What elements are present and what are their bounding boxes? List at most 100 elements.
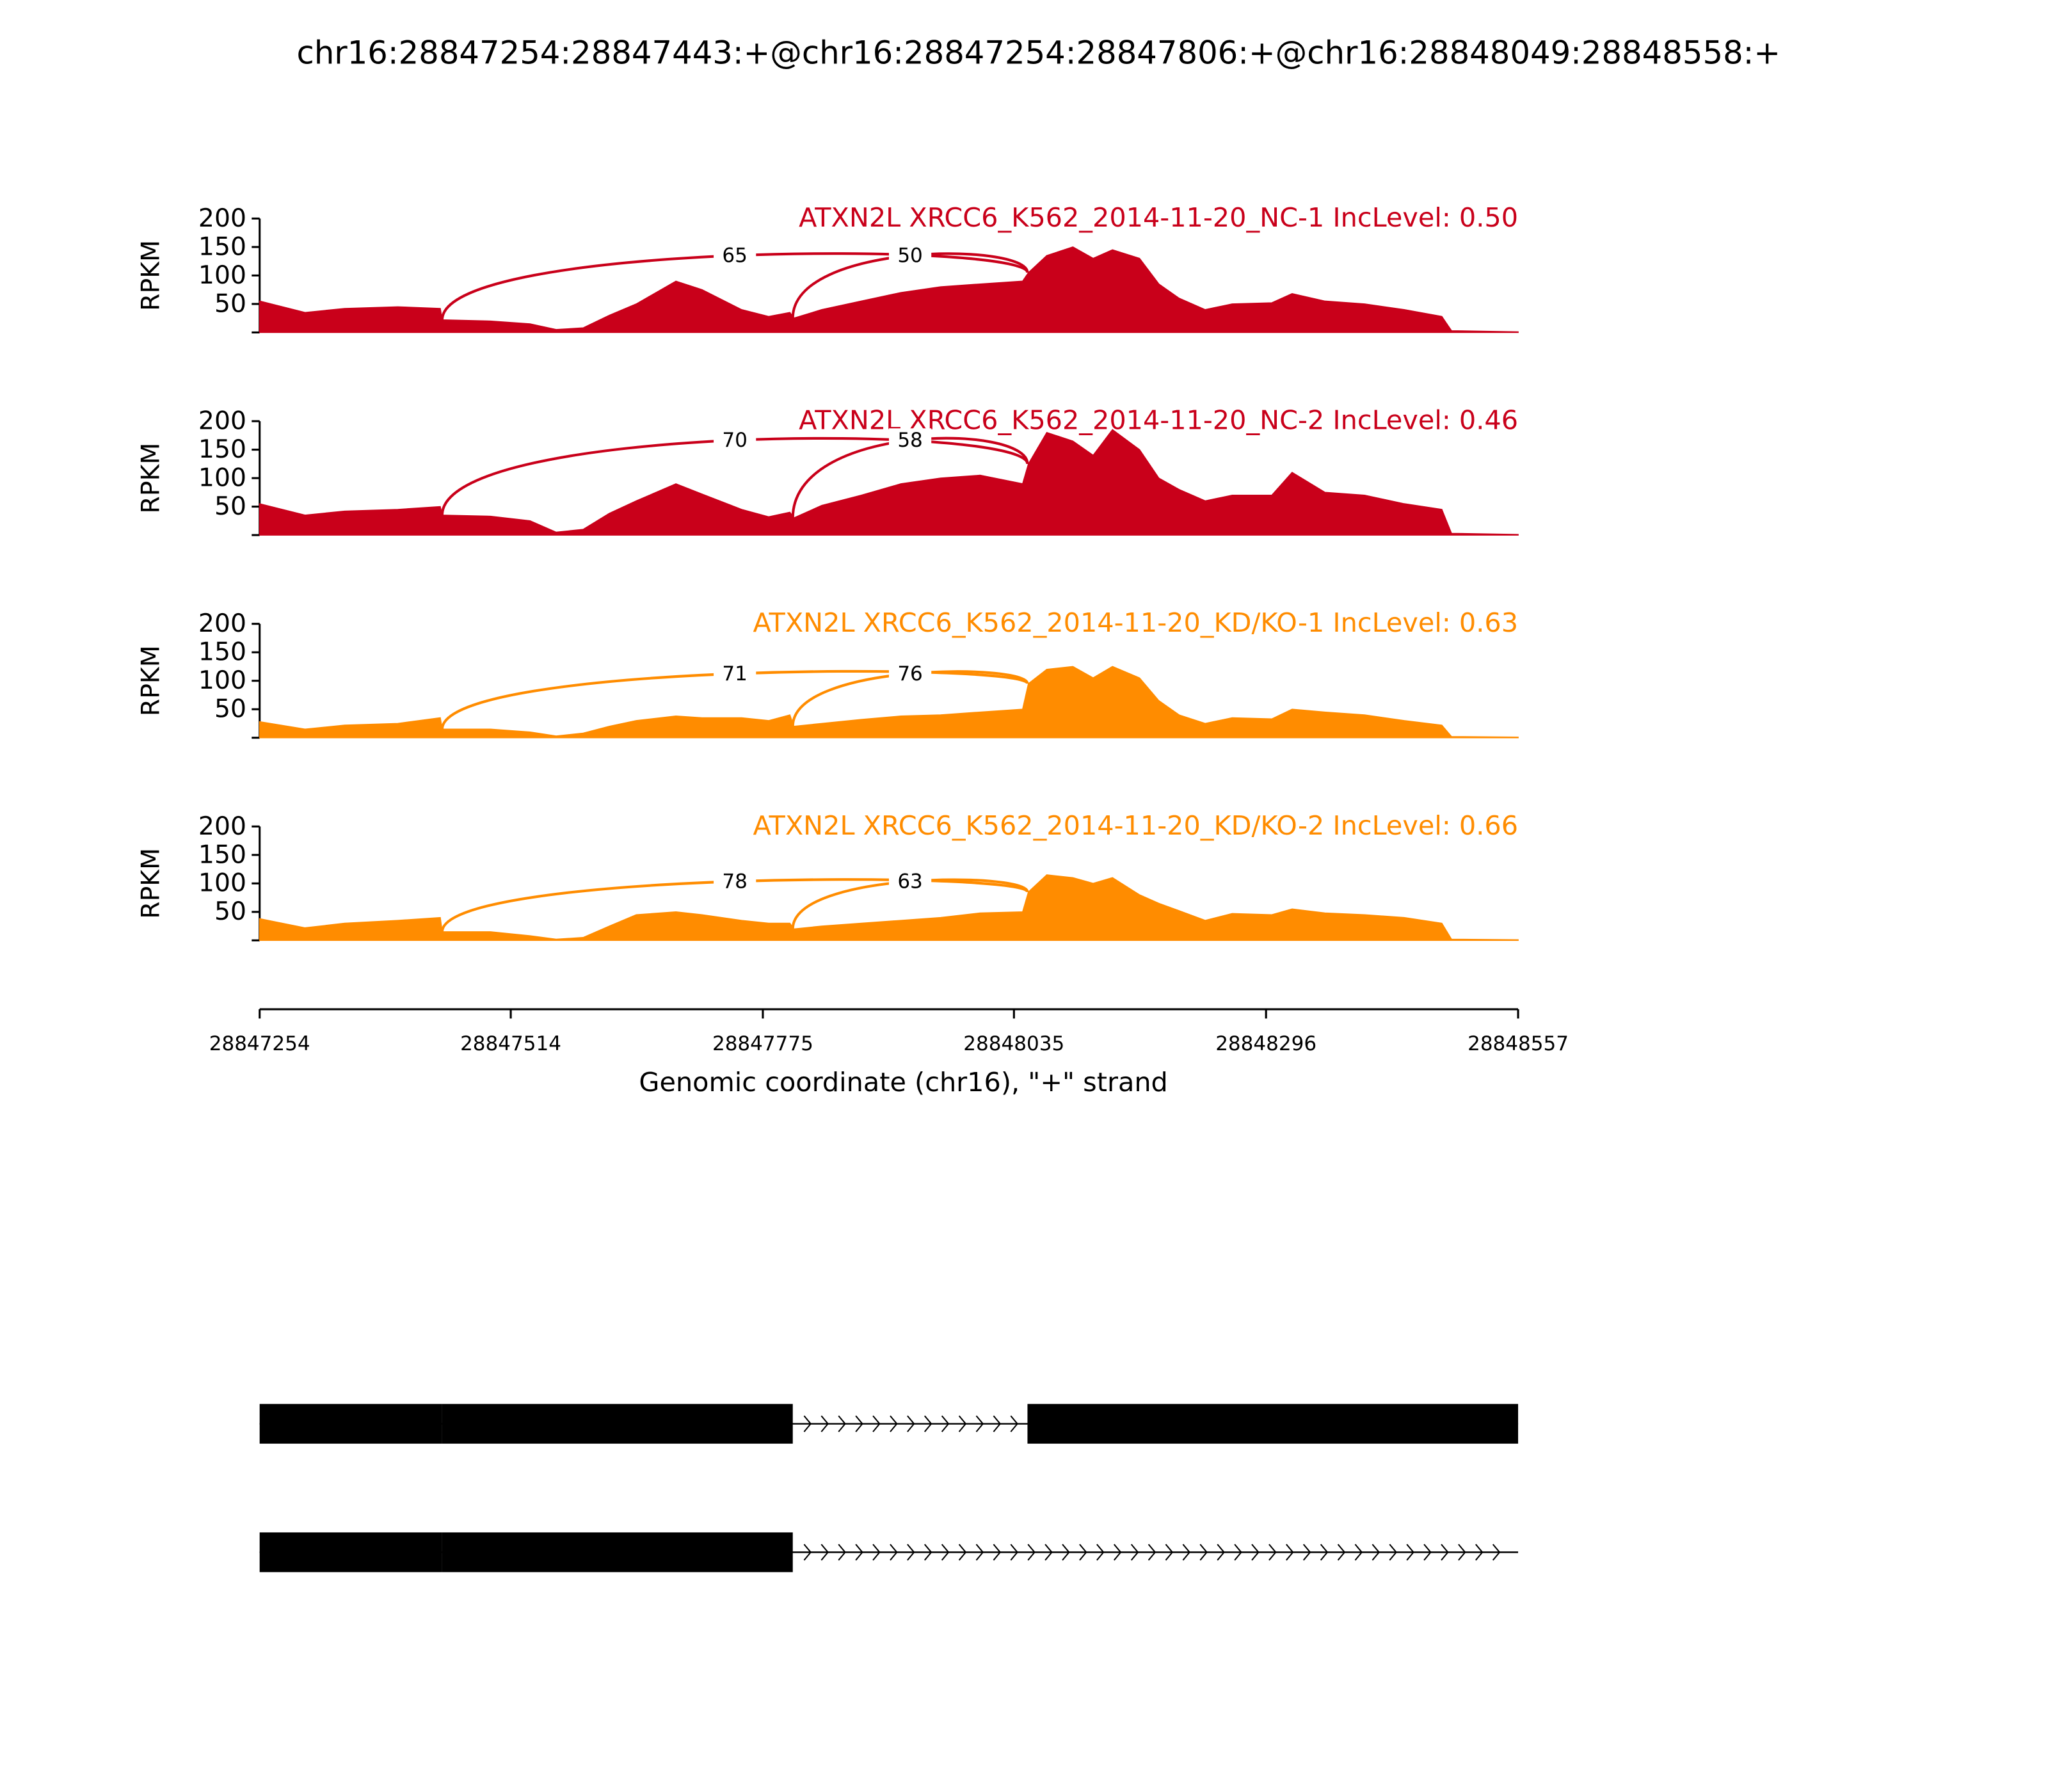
panel-title: ATXN2L XRCC6_K562_2014-11-20_NC-1 IncLev… xyxy=(799,202,1518,233)
y-axis-label: RPKM xyxy=(136,645,165,716)
junction-count-label: 76 xyxy=(897,662,923,685)
strand-chevron xyxy=(1268,1544,1277,1561)
strand-chevron xyxy=(1389,1544,1397,1561)
junction-label-bg xyxy=(714,428,756,452)
strand-chevron xyxy=(855,1544,863,1561)
strand-chevron xyxy=(958,1544,967,1561)
exon xyxy=(1027,1404,1519,1444)
strand-chevron xyxy=(1148,1544,1156,1561)
strand-chevron xyxy=(803,1415,812,1432)
y-tick-label: 200 xyxy=(198,609,246,638)
y-tick-label: 50 xyxy=(214,897,246,926)
strand-chevron xyxy=(958,1415,967,1432)
x-tick-label: 28847775 xyxy=(712,1032,813,1055)
strand-chevron xyxy=(1165,1544,1174,1561)
coverage-area xyxy=(259,666,1519,739)
junction-label-bg xyxy=(888,661,932,686)
strand-chevron xyxy=(1010,1544,1018,1561)
strand-chevron xyxy=(838,1415,846,1432)
strand-chevron xyxy=(890,1415,898,1432)
strand-chevron xyxy=(907,1415,915,1432)
strand-chevron xyxy=(1423,1544,1432,1561)
strand-chevron xyxy=(872,1415,881,1432)
strand-chevron xyxy=(1010,1415,1018,1432)
panel-title: ATXN2L XRCC6_K562_2014-11-20_KD/KO-1 Inc… xyxy=(753,607,1518,638)
strand-chevron xyxy=(993,1544,1002,1561)
coverage-area xyxy=(259,874,1519,941)
y-tick-label: 50 xyxy=(214,695,246,724)
strand-chevron xyxy=(1182,1544,1191,1561)
strand-chevron xyxy=(1199,1544,1208,1561)
y-tick-label: 100 xyxy=(198,869,246,898)
strand-chevron xyxy=(1286,1544,1294,1561)
strand-chevron xyxy=(803,1544,812,1561)
strand-chevron xyxy=(1251,1544,1260,1561)
y-tick-label: 50 xyxy=(214,289,246,318)
y-tick-label: 200 xyxy=(198,204,246,233)
strand-chevron xyxy=(993,1415,1002,1432)
junction-count-label: 58 xyxy=(897,429,923,452)
y-axis-label: RPKM xyxy=(136,240,165,311)
y-axis-label: RPKM xyxy=(136,443,165,514)
junction-count-label: 70 xyxy=(722,429,748,452)
x-axis-label: Genomic coordinate (chr16), "+" strand xyxy=(639,1067,1167,1098)
y-tick-label: 150 xyxy=(198,840,246,869)
y-tick-label: 100 xyxy=(198,464,246,493)
coverage-area xyxy=(259,429,1519,536)
strand-chevron xyxy=(1217,1544,1225,1561)
y-tick-label: 150 xyxy=(198,232,246,261)
strand-chevron xyxy=(1044,1544,1053,1561)
strand-chevron xyxy=(1354,1544,1363,1561)
junction-label-bg xyxy=(888,869,932,893)
strand-chevron xyxy=(1130,1544,1139,1561)
strand-chevron xyxy=(820,1415,829,1432)
strand-chevron xyxy=(1113,1544,1122,1561)
strand-chevron xyxy=(1475,1544,1484,1561)
x-tick-label: 28848557 xyxy=(1468,1032,1569,1055)
panel-title: ATXN2L XRCC6_K562_2014-11-20_KD/KO-2 Inc… xyxy=(753,810,1518,841)
x-tick-label: 28847254 xyxy=(209,1032,310,1055)
exon xyxy=(259,1532,442,1572)
strand-chevron xyxy=(1027,1544,1036,1561)
junction-count-label: 65 xyxy=(722,244,748,268)
junction-label-bg xyxy=(714,661,756,686)
strand-chevron xyxy=(924,1415,932,1432)
coverage-area xyxy=(259,246,1519,333)
junction-label-bg xyxy=(888,428,932,452)
y-tick-label: 100 xyxy=(198,261,246,290)
junction-label-bg xyxy=(888,243,932,268)
strand-chevron xyxy=(975,1544,984,1561)
exon xyxy=(442,1532,793,1572)
strand-chevron xyxy=(1062,1544,1070,1561)
strand-chevron xyxy=(1337,1544,1346,1561)
junction-count-label: 50 xyxy=(897,244,923,268)
strand-chevron xyxy=(941,1544,950,1561)
junction-label-bg xyxy=(714,243,756,268)
y-axis-label: RPKM xyxy=(136,848,165,919)
y-tick-label: 200 xyxy=(198,812,246,841)
strand-chevron xyxy=(1320,1544,1329,1561)
strand-chevron xyxy=(1079,1544,1087,1561)
junction-count-label: 78 xyxy=(722,870,748,893)
strand-chevron xyxy=(1302,1544,1311,1561)
y-tick-label: 100 xyxy=(198,666,246,695)
strand-chevron xyxy=(1372,1544,1380,1561)
y-tick-label: 150 xyxy=(198,435,246,464)
strand-chevron xyxy=(1234,1544,1242,1561)
strand-chevron xyxy=(820,1544,829,1561)
exon xyxy=(259,1404,442,1444)
junction-count-label: 71 xyxy=(722,662,748,685)
strand-chevron xyxy=(1492,1544,1501,1561)
junction-count-label: 63 xyxy=(897,870,923,893)
strand-chevron xyxy=(907,1544,915,1561)
junction-label-bg xyxy=(714,869,756,893)
strand-chevron xyxy=(941,1415,950,1432)
y-tick-label: 50 xyxy=(214,492,246,521)
strand-chevron xyxy=(924,1544,932,1561)
exon xyxy=(442,1404,793,1444)
strand-chevron xyxy=(890,1544,898,1561)
strand-chevron xyxy=(838,1544,846,1561)
strand-chevron xyxy=(872,1544,881,1561)
plot-title: chr16:28847254:28847443:+@chr16:28847254… xyxy=(297,34,1780,71)
